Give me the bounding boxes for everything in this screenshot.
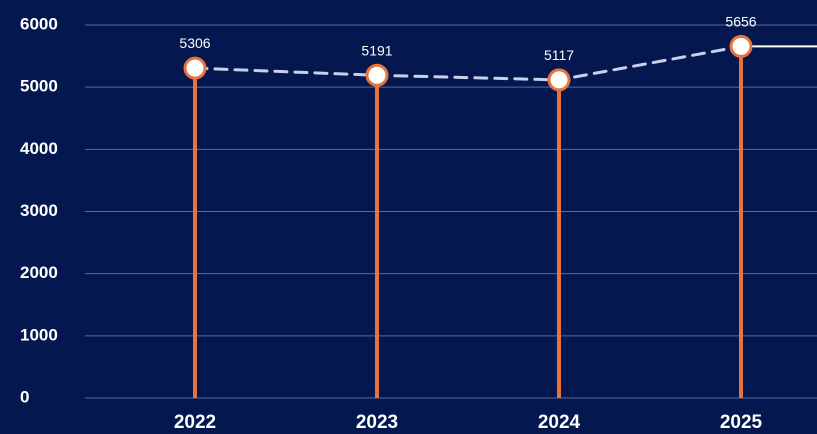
- y-tick-label-0: 0: [20, 387, 29, 406]
- x-tick-label-2022: 2022: [174, 412, 216, 433]
- gridlines: [85, 24, 817, 399]
- data-point-2025: [729, 34, 753, 58]
- data-point-2023: [365, 63, 389, 87]
- data-point-2022: [183, 56, 207, 80]
- data-points: [183, 34, 753, 92]
- data-label-2023: 5191: [361, 42, 392, 58]
- series-line-group: [193, 44, 817, 82]
- data-label-2022: 5306: [179, 35, 210, 51]
- series-line: [193, 44, 743, 82]
- y-tick-label-1000: 1000: [20, 325, 58, 344]
- stems: [193, 46, 743, 398]
- data-labels: 5306 5191 5117 5656: [179, 13, 756, 63]
- y-tick-label-6000: 6000: [20, 14, 58, 33]
- data-label-2024: 5117: [544, 47, 574, 63]
- y-tick-label-2000: 2000: [20, 263, 58, 282]
- x-axis-tick-labels: 2022 2023 2024 2025: [174, 412, 763, 433]
- y-tick-label-5000: 5000: [20, 77, 58, 96]
- y-tick-label-3000: 3000: [20, 201, 58, 220]
- data-point-2024: [547, 68, 571, 92]
- x-tick-label-2025: 2025: [720, 412, 763, 433]
- y-tick-label-4000: 4000: [20, 139, 58, 158]
- y-axis-tick-labels: 0 1000 2000 3000 4000 5000 6000: [20, 14, 58, 406]
- data-label-2025: 5656: [725, 13, 756, 29]
- x-tick-label-2024: 2024: [538, 412, 581, 433]
- x-tick-label-2023: 2023: [356, 412, 398, 433]
